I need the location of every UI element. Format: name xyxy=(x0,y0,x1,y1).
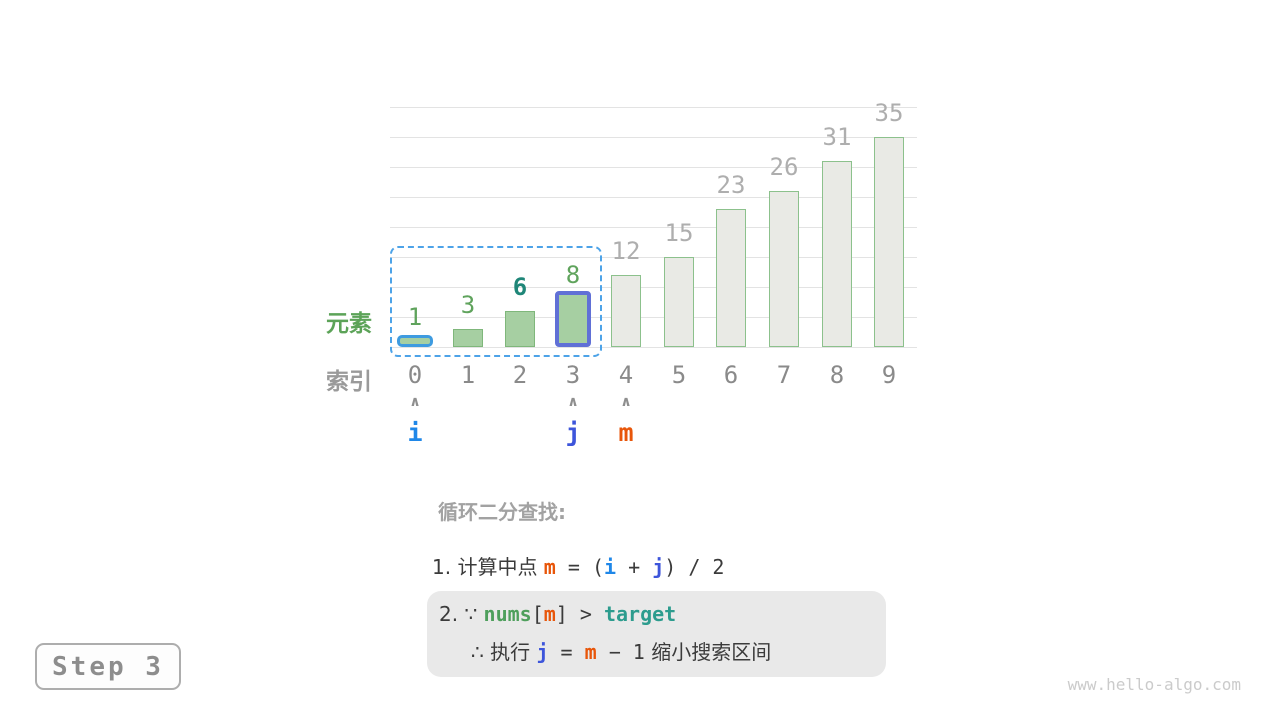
bar-value-label: 6 xyxy=(512,273,528,301)
index-label: 5 xyxy=(671,361,687,389)
text-segment: ) / 2 xyxy=(664,555,725,579)
index-label: 8 xyxy=(829,361,845,389)
gridline xyxy=(390,137,917,138)
index-label: 3 xyxy=(565,361,581,389)
step-2-action-line: ∴ 执行 j = m − 1 缩小搜索区间 xyxy=(471,636,771,665)
gridline xyxy=(390,257,917,258)
pointer-i-label: i xyxy=(407,418,423,447)
array-bar xyxy=(664,257,694,347)
bar-value-label: 31 xyxy=(822,123,852,151)
gridline xyxy=(390,317,917,318)
gridline xyxy=(390,287,917,288)
bar-value-label: 26 xyxy=(769,153,799,181)
array-bar xyxy=(769,191,799,347)
pointer-arrow: ∧ xyxy=(567,394,579,410)
index-label: 6 xyxy=(723,361,739,389)
array-bar xyxy=(555,291,591,347)
array-bar xyxy=(874,137,904,347)
index-label: 2 xyxy=(512,361,528,389)
step-badge: Step 3 xyxy=(35,643,181,690)
text-segment: target xyxy=(603,602,677,626)
bar-value-label: 3 xyxy=(460,291,476,319)
array-bar xyxy=(397,335,433,347)
pointer-arrow: ∧ xyxy=(409,394,421,410)
gridline xyxy=(390,107,917,108)
gridline xyxy=(390,197,917,198)
array-bar xyxy=(611,275,641,347)
text-segment: 2. ∵ xyxy=(439,602,484,626)
step-1-line: 1. 计算中点 m = (i + j) / 2 xyxy=(432,551,724,580)
element-row-label: 元素 xyxy=(326,311,372,337)
step-2-condition-line: 2. ∵ nums[m] > target xyxy=(439,602,676,626)
array-bar xyxy=(505,311,535,347)
index-label: 0 xyxy=(407,361,423,389)
index-label: 9 xyxy=(881,361,897,389)
text-segment: j xyxy=(536,640,549,664)
text-segment: − 1 xyxy=(596,640,645,664)
text-segment: j xyxy=(652,555,665,579)
text-segment: i xyxy=(604,555,617,579)
bar-value-label: 15 xyxy=(664,219,694,247)
text-segment: ∴ 执行 xyxy=(471,640,537,664)
index-label: 4 xyxy=(618,361,634,389)
index-label: 7 xyxy=(776,361,792,389)
text-segment: + xyxy=(616,555,653,579)
text-segment: nums xyxy=(483,602,532,626)
gridline xyxy=(390,167,917,168)
pointer-m-label: m xyxy=(618,418,634,447)
pointer-arrow: ∧ xyxy=(620,394,632,410)
website-watermark: www.hello-algo.com xyxy=(1067,675,1241,694)
bar-value-label: 8 xyxy=(565,261,581,289)
array-bar xyxy=(822,161,852,347)
array-bar xyxy=(716,209,746,347)
text-segment: = xyxy=(548,640,585,664)
bar-value-label: 23 xyxy=(716,171,746,199)
text-segment: m xyxy=(543,555,556,579)
bar-value-label: 1 xyxy=(407,303,423,331)
text-segment: m xyxy=(584,640,597,664)
bar-value-label: 35 xyxy=(874,99,904,127)
text-segment: 1. 计算中点 xyxy=(432,555,544,579)
bar-value-label: 12 xyxy=(611,237,641,265)
text-segment: m xyxy=(543,602,556,626)
gridline xyxy=(390,227,917,228)
pointer-j-label: j xyxy=(565,418,581,447)
text-segment: 缩小搜索区间 xyxy=(644,640,772,664)
search-range-outline xyxy=(390,246,602,357)
gridline xyxy=(390,347,917,348)
text-segment: [ xyxy=(531,602,544,626)
loop-search-title: 循环二分查找: xyxy=(438,500,566,524)
text-segment: = ( xyxy=(555,555,605,579)
index-row-label: 索引 xyxy=(326,369,372,395)
step-2-box: 2. ∵ nums[m] > target ∴ 执行 j = m − 1 缩小搜… xyxy=(427,591,886,677)
index-label: 1 xyxy=(460,361,476,389)
text-segment: ] > xyxy=(555,602,604,626)
array-bar xyxy=(453,329,483,347)
